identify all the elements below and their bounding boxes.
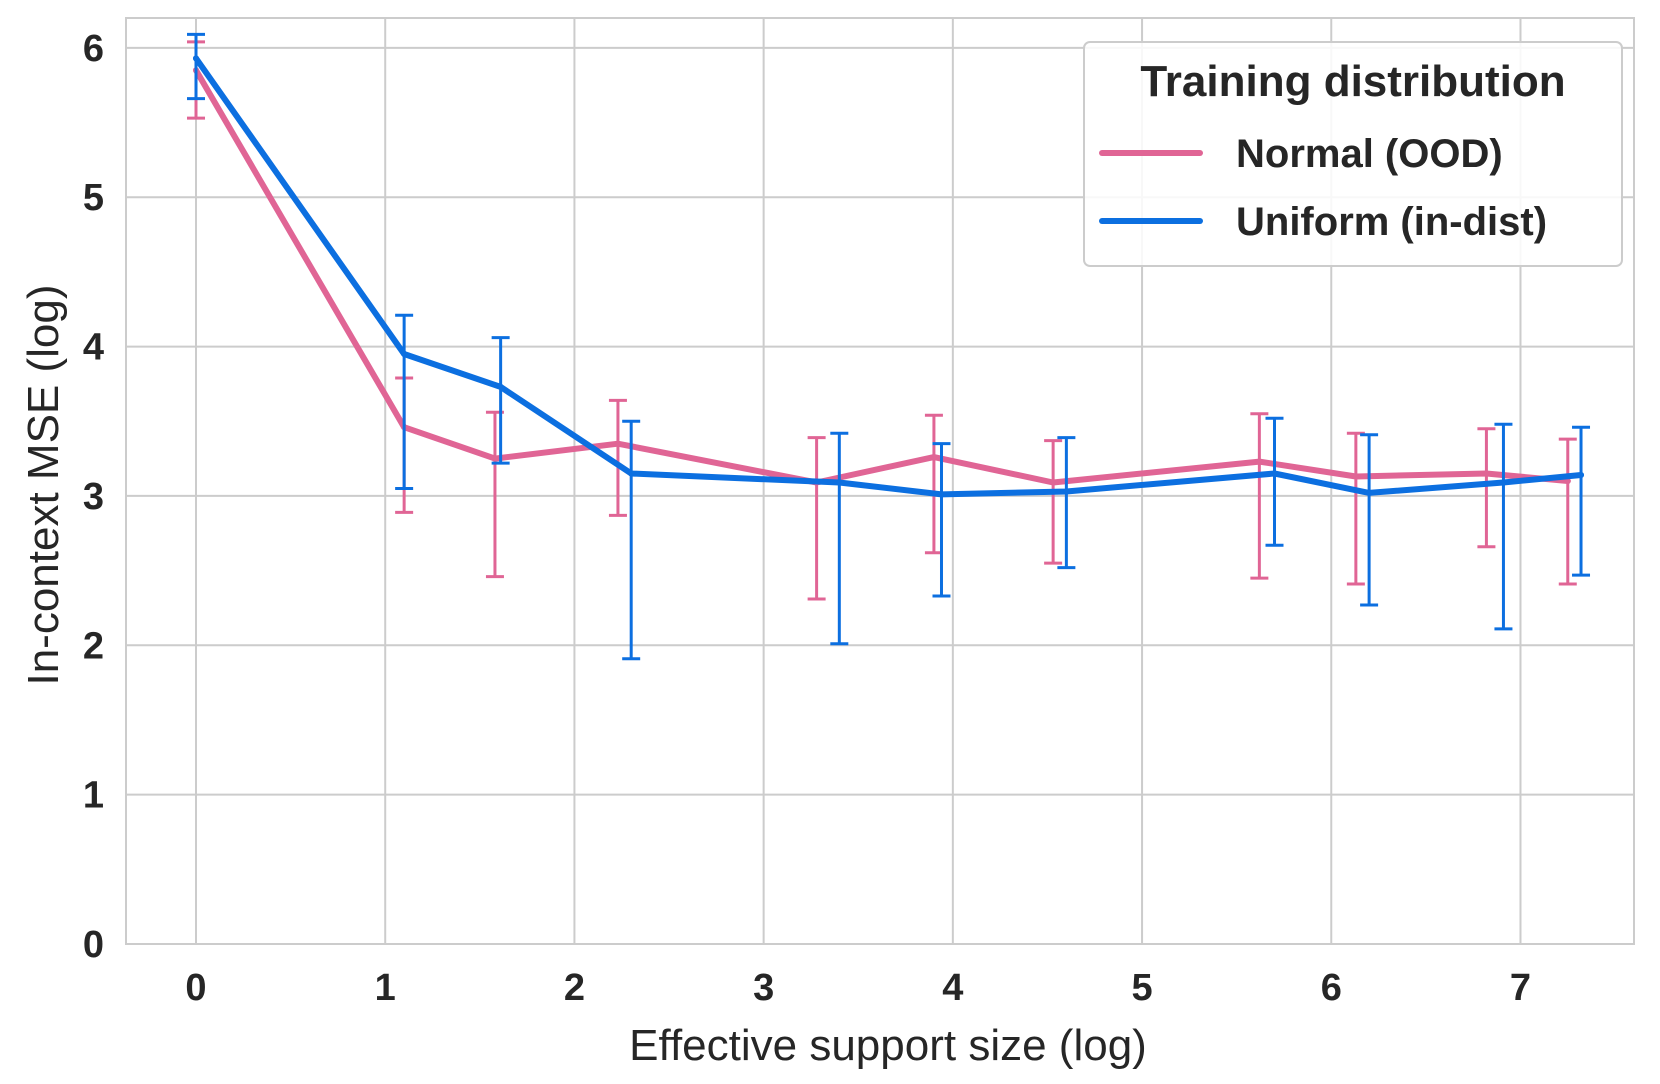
- y-tick-label: 3: [83, 476, 104, 518]
- error-bar: [187, 32, 206, 101]
- legend-title: Training distribution: [1140, 57, 1565, 106]
- data-point: [401, 351, 408, 358]
- x-tick-label: 5: [1131, 967, 1152, 1009]
- error-bar: [1360, 433, 1379, 607]
- x-tick-label: 2: [564, 967, 585, 1009]
- data-point: [1578, 472, 1585, 479]
- data-point: [938, 491, 945, 498]
- y-axis-label: In-context MSE (log): [19, 284, 68, 685]
- y-tick-label: 2: [83, 625, 104, 667]
- error-bar: [395, 313, 414, 490]
- error-bar: [1494, 422, 1513, 631]
- error-bar: [807, 436, 826, 601]
- x-tick-label: 1: [375, 967, 396, 1009]
- x-tick-label: 3: [753, 967, 774, 1009]
- x-tick-label: 0: [185, 967, 206, 1009]
- series-normal-ood: [187, 40, 1577, 601]
- data-point: [930, 454, 937, 461]
- y-tick-label: 4: [83, 327, 104, 369]
- data-point: [1063, 488, 1070, 495]
- error-bar: [1044, 439, 1063, 565]
- error-bar: [1558, 437, 1577, 586]
- data-point: [1366, 489, 1373, 496]
- plot-frame: [125, 17, 1635, 945]
- data-point: [628, 470, 635, 477]
- error-bar: [1250, 412, 1269, 580]
- error-bar: [1477, 427, 1496, 549]
- error-bar: [830, 431, 849, 646]
- data-point: [614, 440, 621, 447]
- legend: Training distribution Normal (OOD) Unifo…: [1083, 41, 1623, 267]
- legend-label-uniform: Uniform (in-dist): [1236, 200, 1547, 244]
- error-bar: [932, 442, 951, 598]
- error-bar: [622, 419, 641, 661]
- error-bar: [608, 398, 627, 517]
- series-uniform-in-dist: [187, 32, 1591, 661]
- data-point: [1483, 470, 1490, 477]
- error-bar: [1572, 425, 1591, 577]
- x-axis-label: Effective support size (log): [629, 1021, 1147, 1070]
- y-tick-label: 6: [83, 28, 104, 70]
- error-bar: [491, 336, 510, 465]
- error-bar: [1346, 431, 1365, 586]
- y-tick-label: 1: [83, 775, 104, 817]
- y-tick-label: 0: [83, 924, 104, 966]
- y-axis-ticks: 0 1 2 3 4 5 6: [83, 28, 104, 966]
- x-tick-label: 4: [942, 967, 963, 1009]
- data-point: [1271, 470, 1278, 477]
- data-point: [1256, 458, 1263, 465]
- data-point: [1352, 473, 1359, 480]
- legend-label-normal: Normal (OOD): [1236, 132, 1503, 176]
- x-axis-ticks: 0 1 2 3 4 5 6 7: [185, 967, 1531, 1009]
- data-point: [193, 55, 200, 62]
- data-point: [497, 383, 504, 390]
- series-layer: [187, 32, 1591, 661]
- legend-frame: [1083, 41, 1623, 267]
- x-tick-label: 7: [1510, 967, 1531, 1009]
- x-tick-label: 6: [1321, 967, 1342, 1009]
- data-point: [491, 455, 498, 462]
- y-tick-label: 5: [83, 177, 104, 219]
- error-bar: [1057, 436, 1076, 570]
- error-bar: [1265, 416, 1284, 547]
- error-bar: [924, 413, 943, 555]
- data-point: [1500, 479, 1507, 486]
- data-point: [836, 479, 843, 486]
- data-point: [1050, 479, 1057, 486]
- data-point: [1564, 478, 1571, 484]
